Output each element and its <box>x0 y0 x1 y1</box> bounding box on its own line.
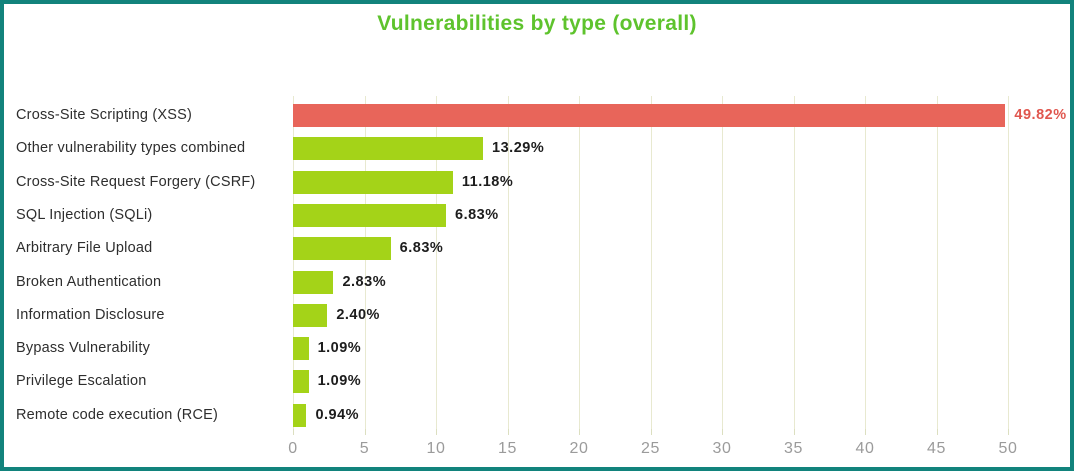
value-label: 13.29% <box>492 140 545 157</box>
category-label: Arbitrary File Upload <box>16 240 153 257</box>
axis-tick <box>650 429 652 435</box>
category-label: SQL Injection (SQLi) <box>16 206 153 223</box>
bar <box>293 403 307 427</box>
axis-tick <box>364 429 366 435</box>
axis-tick <box>1008 429 1009 435</box>
category-label: Information Disclosure <box>16 306 165 323</box>
category-label: Remote code execution (RCE) <box>16 406 219 423</box>
chart-title: Vulnerabilities by type (overall) <box>377 12 697 35</box>
x-tick-label: 10 <box>426 440 446 457</box>
gridline <box>865 96 866 429</box>
bar <box>293 303 328 327</box>
axis-tick <box>507 429 509 435</box>
category-label: Bypass Vulnerability <box>16 340 151 357</box>
category-label: Broken Authentication <box>16 273 162 290</box>
gridline <box>793 96 795 429</box>
value-label: 6.83% <box>399 240 444 257</box>
value-label: 11.18% <box>461 173 514 190</box>
gridline <box>1008 96 1009 429</box>
bar <box>293 137 484 161</box>
bar <box>293 237 391 261</box>
axis-tick <box>436 429 437 435</box>
bar <box>293 170 453 194</box>
gridline <box>293 96 294 429</box>
x-tick-label: 35 <box>784 440 803 457</box>
value-label: 2.83% <box>342 273 387 290</box>
axis-tick <box>936 429 938 435</box>
gridline <box>936 96 938 429</box>
axis-tick <box>865 429 866 435</box>
value-label: 2.40% <box>336 306 380 323</box>
gridline <box>650 96 652 429</box>
category-label: Privilege Escalation <box>16 373 147 390</box>
bar <box>293 203 446 227</box>
gridline <box>579 96 580 429</box>
gridline <box>722 96 723 429</box>
x-tick-label: 30 <box>712 440 732 457</box>
gridline <box>436 96 437 429</box>
value-label: 1.09% <box>317 340 362 357</box>
value-label: 6.83% <box>455 206 499 223</box>
gridline <box>507 96 509 429</box>
value-label: 0.94% <box>315 406 360 423</box>
category-label: Cross-Site Request Forgery (CSRF) <box>16 173 256 190</box>
x-tick-label: 0 <box>288 440 298 457</box>
value-label: 1.09% <box>317 373 362 390</box>
bar <box>293 370 309 394</box>
axis-tick <box>793 429 795 435</box>
x-tick-label: 25 <box>641 440 660 457</box>
value-label: 49.82% <box>1014 107 1067 123</box>
axis-tick <box>293 429 294 435</box>
x-tick-label: 45 <box>927 440 946 457</box>
gridline <box>364 96 366 429</box>
axis-tick <box>579 429 580 435</box>
category-label: Other vulnerability types combined <box>16 140 246 157</box>
x-tick-label: 20 <box>569 440 589 457</box>
x-tick-label: 40 <box>855 440 875 457</box>
x-tick-label: 5 <box>359 440 370 457</box>
bar <box>293 270 334 294</box>
bar <box>293 337 309 361</box>
bar <box>293 104 1006 127</box>
x-tick-label: 50 <box>998 440 1018 457</box>
axis-tick <box>722 429 723 435</box>
category-label: Cross-Site Scripting (XSS) <box>16 107 193 123</box>
x-tick-label: 15 <box>498 440 517 457</box>
